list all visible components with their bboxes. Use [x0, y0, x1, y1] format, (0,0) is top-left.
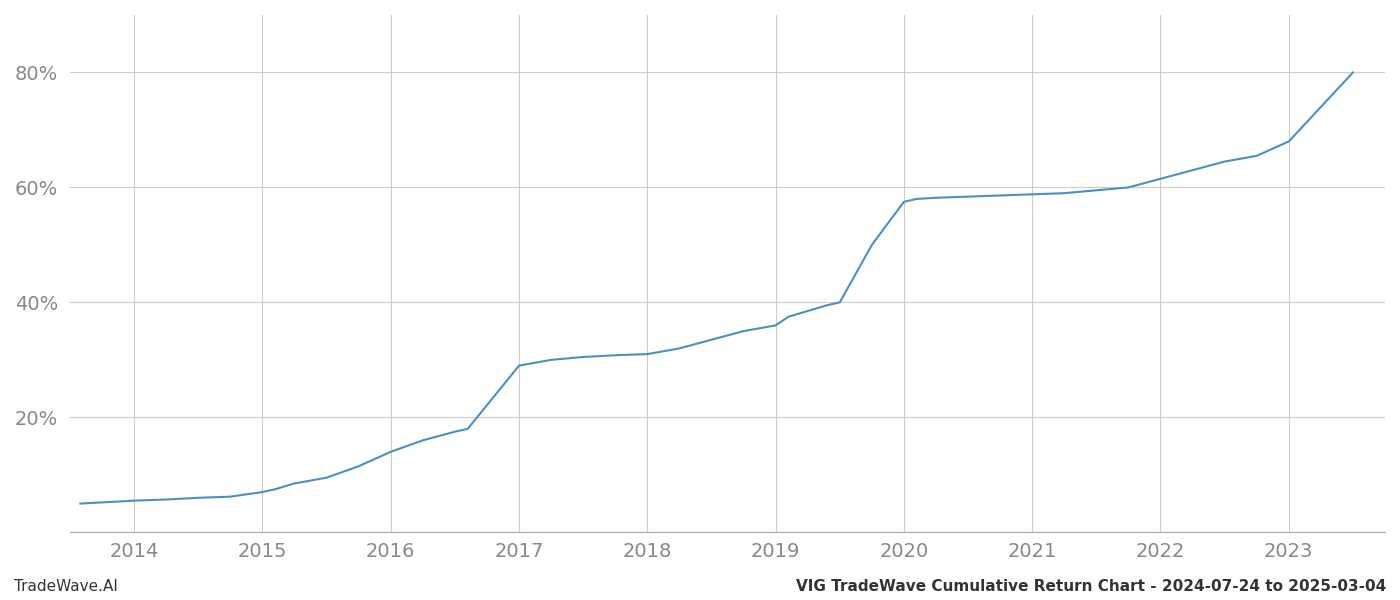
Text: TradeWave.AI: TradeWave.AI — [14, 579, 118, 594]
Text: VIG TradeWave Cumulative Return Chart - 2024-07-24 to 2025-03-04: VIG TradeWave Cumulative Return Chart - … — [795, 579, 1386, 594]
